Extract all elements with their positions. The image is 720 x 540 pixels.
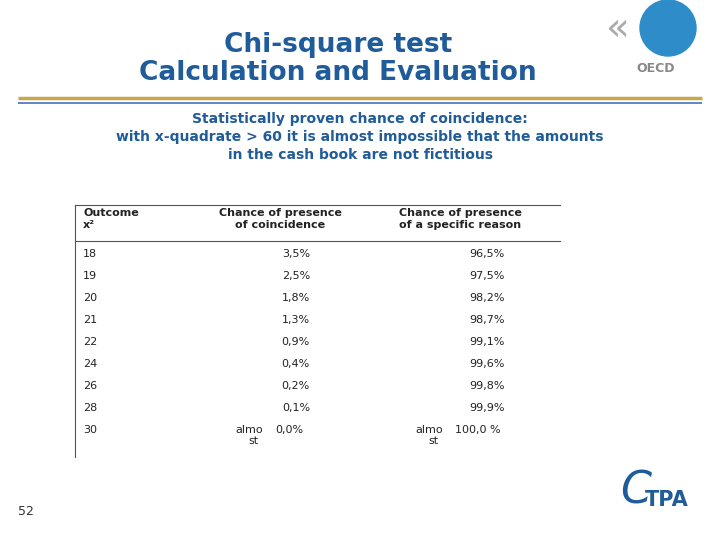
Text: st: st bbox=[428, 436, 438, 446]
Text: 98,2%: 98,2% bbox=[469, 293, 505, 303]
Text: 0,9%: 0,9% bbox=[282, 337, 310, 347]
Text: 18: 18 bbox=[83, 249, 97, 259]
Text: 21: 21 bbox=[83, 315, 97, 325]
Text: Chi-square test: Chi-square test bbox=[224, 32, 452, 58]
Text: 30: 30 bbox=[83, 425, 97, 435]
Text: C: C bbox=[620, 470, 651, 513]
Text: with x-quadrate > 60 it is almost impossible that the amounts: with x-quadrate > 60 it is almost imposs… bbox=[116, 130, 604, 144]
Text: in the cash book are not fictitious: in the cash book are not fictitious bbox=[228, 148, 492, 162]
Text: 22: 22 bbox=[83, 337, 97, 347]
Text: TPA: TPA bbox=[645, 490, 689, 510]
Text: Chance of presence
of a specific reason: Chance of presence of a specific reason bbox=[399, 208, 521, 230]
Text: 97,5%: 97,5% bbox=[469, 271, 505, 281]
Circle shape bbox=[640, 0, 696, 56]
Text: Statistically proven chance of coincidence:: Statistically proven chance of coinciden… bbox=[192, 112, 528, 126]
Text: 26: 26 bbox=[83, 381, 97, 391]
Text: 3,5%: 3,5% bbox=[282, 249, 310, 259]
Text: Chance of presence
of coincidence: Chance of presence of coincidence bbox=[219, 208, 341, 230]
Text: 0,1%: 0,1% bbox=[282, 403, 310, 413]
Text: almo: almo bbox=[415, 425, 443, 435]
Text: «: « bbox=[606, 10, 630, 48]
Text: 0,2%: 0,2% bbox=[282, 381, 310, 391]
Text: st: st bbox=[248, 436, 258, 446]
Text: 1,3%: 1,3% bbox=[282, 315, 310, 325]
Text: Outcome
x²: Outcome x² bbox=[83, 208, 139, 230]
Text: 99,6%: 99,6% bbox=[469, 359, 505, 369]
Text: 24: 24 bbox=[83, 359, 97, 369]
Text: 28: 28 bbox=[83, 403, 97, 413]
Text: 20: 20 bbox=[83, 293, 97, 303]
Text: 2,5%: 2,5% bbox=[282, 271, 310, 281]
Text: 52: 52 bbox=[18, 505, 34, 518]
Text: 0,0%: 0,0% bbox=[275, 425, 303, 435]
Text: 19: 19 bbox=[83, 271, 97, 281]
Text: OECD: OECD bbox=[636, 62, 675, 75]
Text: 99,9%: 99,9% bbox=[469, 403, 505, 413]
Text: 98,7%: 98,7% bbox=[469, 315, 505, 325]
Text: 1,8%: 1,8% bbox=[282, 293, 310, 303]
Text: almo: almo bbox=[235, 425, 263, 435]
Text: 99,1%: 99,1% bbox=[469, 337, 505, 347]
Text: 96,5%: 96,5% bbox=[469, 249, 505, 259]
Text: 99,8%: 99,8% bbox=[469, 381, 505, 391]
Text: 100,0 %: 100,0 % bbox=[455, 425, 500, 435]
Text: Calculation and Evaluation: Calculation and Evaluation bbox=[139, 60, 537, 86]
Text: 0,4%: 0,4% bbox=[282, 359, 310, 369]
